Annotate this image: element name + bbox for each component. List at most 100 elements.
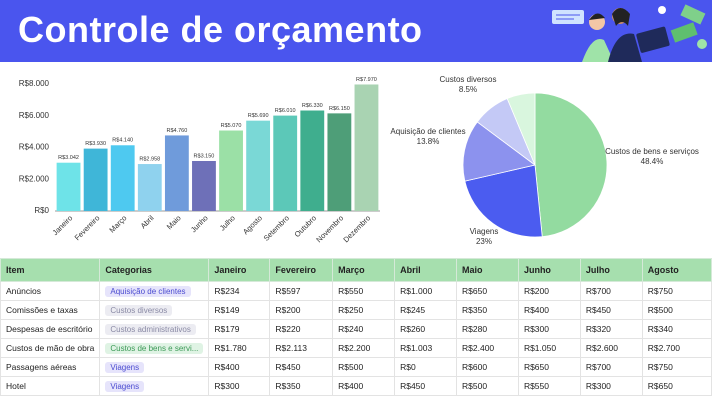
x-tick-label: Julho <box>218 213 237 232</box>
x-tick-label: Agosto <box>241 213 264 236</box>
x-tick-label: Dezembro <box>341 213 372 244</box>
header: Controle de orçamento <box>0 0 712 62</box>
item-cell: Despesas de escritório <box>0 319 101 339</box>
category-cell: Custos de bens e servi... <box>99 338 210 358</box>
header-row: Item Categorias Janeiro Fevereiro Março Abril… <box>0 258 712 282</box>
amount-cell: R$2.600 <box>579 338 643 358</box>
amount-cell: R$400 <box>332 376 396 396</box>
column-header: Categorias <box>99 258 210 282</box>
value-label: R$6.010 <box>275 108 296 114</box>
x-tick-label: Setembro <box>262 213 291 242</box>
category-chip: Viagens <box>105 361 145 373</box>
bar <box>246 120 271 211</box>
amount-cell: R$1.003 <box>394 338 458 358</box>
amount-cell: R$300 <box>208 376 271 396</box>
slice-value-label: 48.4% <box>641 157 664 166</box>
x-tick-label: Junho <box>189 213 210 234</box>
value-label: R$5.690 <box>248 113 269 119</box>
category-chip: Viagens <box>105 380 145 392</box>
table-row: Hotel Viagens R$300 R$350 R$400 R$450 R$500 R$5… <box>0 376 712 396</box>
amount-cell: R$1.000 <box>394 281 458 301</box>
bar <box>354 84 379 211</box>
bar <box>137 164 162 211</box>
slice-value-label: 13.8% <box>417 137 440 146</box>
category-chip: Aquisição de clientes <box>105 285 191 297</box>
amount-cell: R$600 <box>456 357 519 377</box>
amount-cell: R$250 <box>332 300 396 320</box>
amount-cell: R$650 <box>641 376 712 396</box>
amount-cell: R$750 <box>641 357 712 377</box>
category-chip: Custos diversos <box>105 304 173 316</box>
y-tick-label: R$4.000 <box>19 143 50 152</box>
table-row: Anúncios Aquisição de clientes R$234 R$597 R… <box>0 281 712 301</box>
item-cell: Anúncios <box>0 281 101 301</box>
amount-cell: R$450 <box>269 357 334 377</box>
y-tick-label: R$6.000 <box>19 111 50 120</box>
x-tick-label: Fevereiro <box>73 213 102 242</box>
slice-value-label: 23% <box>476 237 492 246</box>
amount-cell: R$149 <box>208 300 271 320</box>
amount-cell: R$450 <box>579 300 643 320</box>
bar <box>327 113 352 211</box>
amount-cell: R$179 <box>208 319 271 339</box>
amount-cell: R$280 <box>456 319 519 339</box>
bar <box>219 130 243 211</box>
amount-cell: R$234 <box>208 281 271 301</box>
amount-cell: R$597 <box>269 281 334 301</box>
value-label: R$3.042 <box>58 155 79 161</box>
x-tick-label: Outubro <box>293 213 319 239</box>
amount-cell: R$650 <box>456 281 519 301</box>
pie-slice <box>534 92 608 238</box>
category-cell: Viagens <box>99 376 210 396</box>
value-label: R$4.760 <box>166 128 187 134</box>
amount-cell: R$1.050 <box>517 338 581 358</box>
amount-cell: R$350 <box>269 376 334 396</box>
amount-cell: R$650 <box>517 357 581 377</box>
item-cell: Comissões e taxas <box>0 300 101 320</box>
slice-label: Custos de bens e serviços <box>605 147 699 156</box>
amount-cell: R$450 <box>394 376 458 396</box>
charts-area: R$0 R$2.000 R$4.000 R$6.000 R$8.000 R$3.042 Ja… <box>19 75 699 246</box>
amount-cell: R$220 <box>269 319 334 339</box>
amount-cell: R$300 <box>579 376 643 396</box>
amount-cell: R$200 <box>269 300 334 320</box>
amount-cell: R$240 <box>332 319 396 339</box>
category-chip: Custos de bens e servi... <box>105 342 204 354</box>
amount-cell: R$2.113 <box>269 338 334 358</box>
bar <box>56 162 81 211</box>
amount-cell: R$245 <box>394 300 458 320</box>
column-header: Junho <box>517 258 581 282</box>
bar <box>300 110 325 211</box>
y-tick-label: R$0 <box>34 206 49 215</box>
page-title: Controle de orçamento <box>18 9 423 50</box>
item-cell: Custos de mão de obra <box>0 338 101 358</box>
item-cell: Passagens aéreas <box>0 357 101 377</box>
value-label: R$2.958 <box>139 156 160 162</box>
amount-cell: R$550 <box>517 376 581 396</box>
pie-slice <box>506 92 536 166</box>
x-tick-label: Maio <box>165 213 183 231</box>
column-header: Maio <box>456 258 519 282</box>
amount-cell: R$400 <box>517 300 581 320</box>
amount-cell: R$0 <box>394 357 458 377</box>
value-label: R$7.970 <box>356 77 377 83</box>
pie-slice <box>462 121 536 182</box>
amount-cell: R$260 <box>394 319 458 339</box>
item-cell: Hotel <box>0 376 101 396</box>
amount-cell: R$2.700 <box>641 338 712 358</box>
amount-cell: R$340 <box>641 319 712 339</box>
bar <box>192 160 216 211</box>
column-header: Julho <box>579 258 643 282</box>
value-label: R$5.070 <box>221 123 242 129</box>
column-header: Fevereiro <box>269 258 334 282</box>
amount-cell: R$750 <box>641 281 712 301</box>
amount-cell: R$700 <box>579 357 643 377</box>
slice-label: Viagens <box>470 227 499 236</box>
amount-cell: R$2.400 <box>456 338 519 358</box>
pie-slice <box>464 164 543 238</box>
column-header: Abril <box>394 258 458 282</box>
category-cell: Custos administrativos <box>99 319 210 339</box>
x-tick-label: Março <box>107 213 128 234</box>
illustration <box>552 4 707 62</box>
